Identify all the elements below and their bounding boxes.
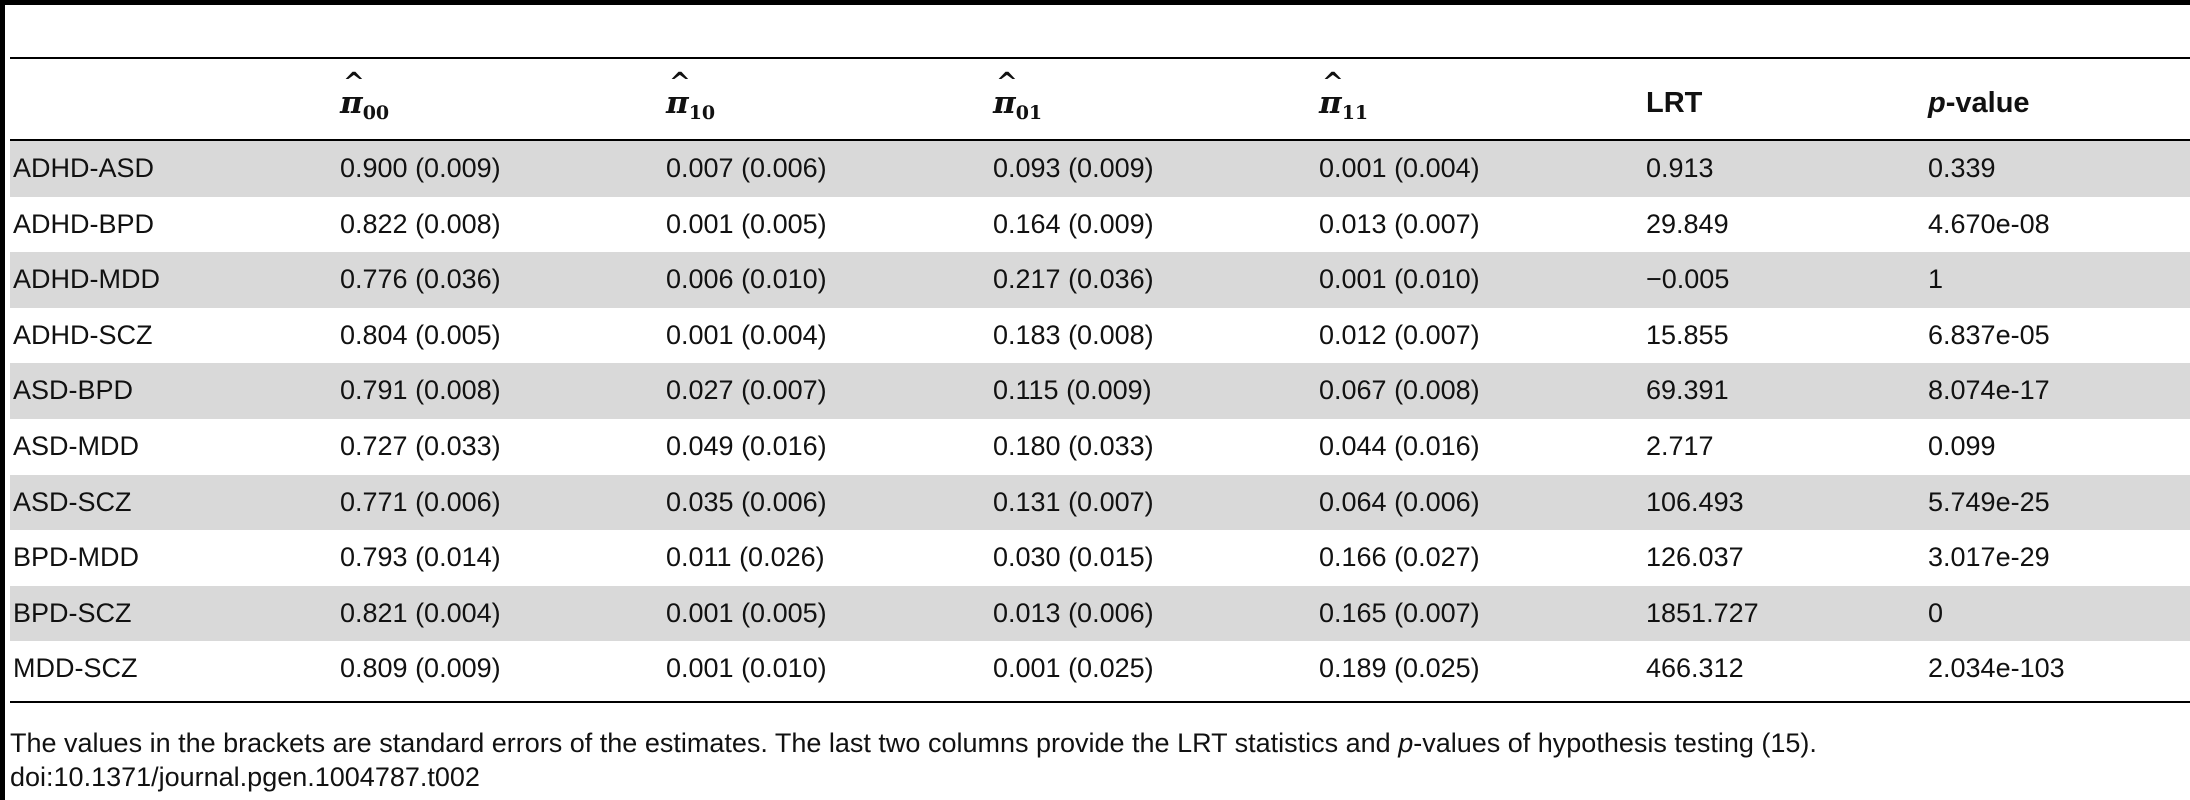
table-cell: 0.804 (0.005)	[340, 319, 501, 350]
table-row: ASD-BPD 0.791 (0.008) 0.027 (0.007) 0.115 (…	[10, 363, 2190, 419]
table-cell: 0.093 (0.009)	[993, 153, 1154, 183]
footnote-text: The values in the brackets are standard …	[10, 728, 1817, 758]
table-cell: 5.749e-25	[1928, 486, 2050, 517]
table-row: BPD-MDD 0.793 (0.014) 0.011 (0.026) 0.030 (…	[10, 530, 2190, 586]
table-cell: 2.034e-103	[1928, 653, 2065, 684]
table-cell: 0.001 (0.004)	[666, 319, 827, 350]
table-cell: 0.776 (0.036)	[340, 264, 501, 295]
table-cell: 15.855	[1646, 319, 1729, 350]
table-cell: 0.217 (0.036)	[993, 264, 1154, 295]
table-row: MDD-SCZ 0.809 (0.009) 0.001 (0.010) 0.001 (…	[10, 641, 2190, 697]
table-cell: 0.165 (0.007)	[1319, 597, 1480, 628]
table-cell: 0.013 (0.006)	[993, 597, 1154, 628]
header-lrt: LRT	[1646, 87, 1703, 119]
table-cell: 0.771 (0.006)	[340, 486, 501, 517]
table-cell: 1851.727	[1646, 597, 1759, 628]
table-cell: 0.001 (0.005)	[666, 208, 827, 239]
table-cell: 106.493	[1646, 486, 1744, 517]
table-cell: 0.049 (0.016)	[666, 430, 827, 461]
table-cell: 2.717	[1646, 430, 1714, 461]
header-pi-01: π ^ 01	[993, 68, 1043, 124]
table-cell: 29.849	[1646, 208, 1729, 239]
table-cell: 6.837e-05	[1928, 319, 2050, 350]
table-cell: 0.809 (0.009)	[340, 653, 501, 684]
table-cell: 0.913	[1646, 153, 1714, 183]
table-cell: 0.180 (0.033)	[993, 430, 1154, 461]
table-row: BPD-SCZ 0.821 (0.004) 0.001 (0.005) 0.013 (…	[10, 585, 2190, 642]
table-cell: 0.001 (0.010)	[666, 653, 827, 684]
table-cell: 0.821 (0.004)	[340, 597, 501, 628]
table-cell: 3.017e-29	[1928, 542, 2050, 573]
table-footnote: The values in the brackets are standard …	[10, 726, 2180, 794]
row-label: MDD-SCZ	[13, 653, 138, 684]
table-cell: 0.011 (0.026)	[666, 542, 825, 573]
table-cell: 0.064 (0.006)	[1319, 486, 1480, 517]
doi-text: doi:10.1371/journal.pgen.1004787.t002	[10, 762, 480, 792]
table-cell: 0.164 (0.009)	[993, 208, 1154, 239]
table-cell: 0.007 (0.006)	[666, 153, 827, 183]
row-label: ADHD-BPD	[13, 208, 155, 239]
table-cell: 0.027 (0.007)	[666, 375, 827, 406]
header-bottom-rule	[10, 139, 2190, 141]
table-cell: 0.001 (0.004)	[1319, 153, 1480, 183]
table-cell: 0.035 (0.006)	[666, 486, 827, 517]
table-cell: 0.822 (0.008)	[340, 208, 501, 239]
table-row: ADHD-ASD 0.900 (0.009) 0.007 (0.006) 0.093 …	[10, 141, 2190, 197]
table-cell: 0.727 (0.033)	[340, 430, 501, 461]
header-pi-10: π ^ 10	[666, 68, 716, 124]
table-cell: 0.900 (0.009)	[340, 153, 501, 183]
row-label: BPD-MDD	[13, 542, 139, 573]
row-label: ADHD-MDD	[13, 264, 160, 295]
table-cell: 0.030 (0.015)	[993, 542, 1154, 573]
row-label: ASD-BPD	[13, 375, 134, 406]
row-label: ASD-SCZ	[13, 486, 132, 517]
table-cell: 0.044 (0.016)	[1319, 430, 1480, 461]
table-cell: 0.115 (0.009)	[993, 375, 1152, 406]
table-cell: 0.006 (0.010)	[666, 264, 827, 295]
table-cell: 0.001 (0.025)	[993, 653, 1154, 684]
table-cell: 126.037	[1646, 542, 1744, 573]
table-cell: 0.013 (0.007)	[1319, 208, 1480, 239]
table-cell: 0.099	[1928, 430, 1996, 461]
table-cell: 0.791 (0.008)	[340, 375, 501, 406]
header-pvalue: p-value	[1928, 87, 2030, 119]
table-cell: 0.067 (0.008)	[1319, 375, 1480, 406]
table-row: ADHD-MDD 0.776 (0.036) 0.006 (0.010) 0.217 …	[10, 252, 2190, 308]
table-row: ASD-SCZ 0.771 (0.006) 0.035 (0.006) 0.131 (…	[10, 474, 2190, 531]
left-border	[0, 0, 5, 800]
header-pi-11: π ^ 11	[1319, 68, 1369, 124]
table-row: ADHD-BPD 0.822 (0.008) 0.001 (0.005) 0.164 …	[10, 197, 2190, 253]
table-cell: 1	[1928, 264, 1944, 295]
table-cell: 69.391	[1646, 375, 1729, 406]
row-label: ADHD-ASD	[13, 153, 155, 183]
table-cell: 8.074e-17	[1928, 375, 2050, 406]
table-cell: 0.001 (0.010)	[1319, 264, 1480, 295]
row-label: BPD-SCZ	[13, 597, 132, 628]
table-body: ADHD-ASD 0.900 (0.009) 0.007 (0.006) 0.093 …	[10, 141, 2190, 697]
table-cell: −0.005	[1646, 264, 1730, 295]
table-cell: 466.312	[1646, 653, 1744, 684]
row-label: ASD-MDD	[13, 430, 139, 461]
header-pi-00: π ^ 00	[340, 68, 390, 124]
table-bottom-rule	[10, 701, 2190, 703]
table-cell: 4.670e-08	[1928, 208, 2050, 239]
table-cell: 0.012 (0.007)	[1319, 319, 1480, 350]
table-cell: 0	[1928, 597, 1944, 628]
header-top-rule	[10, 57, 2190, 59]
table-row: ADHD-SCZ 0.804 (0.005) 0.001 (0.004) 0.183 …	[10, 308, 2190, 364]
top-border	[0, 0, 2190, 5]
table-row: ASD-MDD 0.727 (0.033) 0.049 (0.016) 0.180 (…	[10, 419, 2190, 475]
table-cell: 0.793 (0.014)	[340, 542, 501, 573]
table-cell: 0.339	[1928, 153, 1996, 183]
table-cell: 0.001 (0.005)	[666, 597, 827, 628]
table-cell: 0.131 (0.007)	[993, 486, 1154, 517]
table-cell: 0.189 (0.025)	[1319, 653, 1480, 684]
table-cell: 0.183 (0.008)	[993, 319, 1154, 350]
table-header-row: π ^ 00 π ^ 10 π ^ 01 π ^ 11 LRT p-value	[10, 59, 2190, 139]
row-label: ADHD-SCZ	[13, 319, 153, 350]
table-cell: 0.166 (0.027)	[1319, 542, 1480, 573]
